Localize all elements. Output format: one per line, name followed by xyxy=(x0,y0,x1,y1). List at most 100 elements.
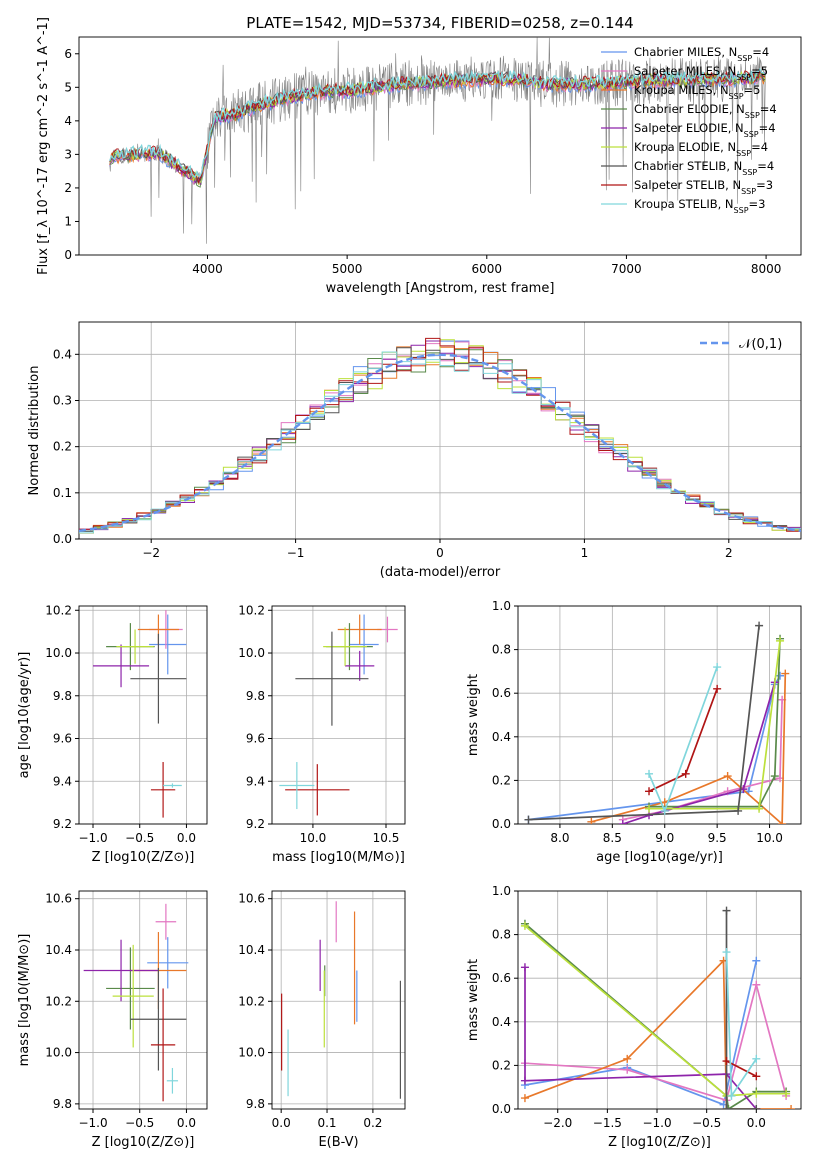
x-tick-label: 7000 xyxy=(611,262,642,276)
y-tick-label: 1.0 xyxy=(492,599,511,613)
y-tick-label: 9.2 xyxy=(53,817,72,831)
x-axis-label: age [log10(age/yr)] xyxy=(596,850,723,865)
x-tick-label: −0.5 xyxy=(692,1116,721,1130)
x-tick-label: 0.0 xyxy=(177,831,196,845)
x-tick-label: −1 xyxy=(287,546,305,560)
y-axis-label: Flux [f_λ 10^-17 erg cm^-2 s^-1 A^-1] xyxy=(36,17,51,275)
legend-label: Chabrier MILES, NSSP=4 xyxy=(634,45,769,63)
weight-point-marker xyxy=(752,956,761,965)
weight-point-marker xyxy=(723,772,732,781)
x-tick-label: −1.5 xyxy=(593,1116,622,1130)
y-tick-label: 0.4 xyxy=(492,730,511,744)
error-bar-point xyxy=(337,614,382,645)
error-bar-point xyxy=(93,644,150,688)
y-tick-label: 9.8 xyxy=(53,689,72,703)
weight-point-marker xyxy=(778,820,787,824)
x-axis-label: wavelength [Angstrom, rest frame] xyxy=(326,281,555,296)
weight-plot-area xyxy=(520,906,796,1109)
y-tick-label: 10.6 xyxy=(238,892,265,906)
y-tick-label: 0.3 xyxy=(53,393,72,407)
weight-point-marker xyxy=(713,684,722,693)
spectrum-plot-area xyxy=(109,37,767,244)
error-bar-point xyxy=(130,633,187,724)
y-tick-label: 10.2 xyxy=(45,603,72,617)
y-tick-label: 0.6 xyxy=(492,971,511,985)
weight-series-line xyxy=(725,910,757,1109)
error-bar-point xyxy=(116,629,154,664)
legend-label: Kroupa STELIB, NSSP=3 xyxy=(634,197,765,215)
y-tick-label: 10.4 xyxy=(45,943,72,957)
axes-frame xyxy=(517,605,802,825)
error-bar-point xyxy=(150,988,176,1102)
weight-series-line xyxy=(726,1060,757,1078)
x-tick-label: 4000 xyxy=(192,262,223,276)
x-tick-label: −2 xyxy=(142,546,160,560)
y-tick-label: 0.0 xyxy=(53,532,72,546)
x-tick-label: 9.0 xyxy=(655,831,674,845)
spectrum-panel: 4000 5000 6000 7000 8000 0 1 2 3 4 5 6 wavelength [A… xyxy=(36,17,802,296)
y-tick-label: 0.4 xyxy=(53,347,72,361)
weight-point-marker xyxy=(520,963,529,972)
y-tick-label: 9.8 xyxy=(246,1097,265,1111)
model-spectrum-line xyxy=(109,74,766,185)
y-tick-label: 10.0 xyxy=(238,1046,265,1060)
weight-point-marker xyxy=(660,806,669,815)
weight-point-marker xyxy=(722,906,731,915)
weight-point-marker xyxy=(752,980,761,989)
axes-frame xyxy=(78,36,802,256)
x-tick-label: −0.5 xyxy=(125,1116,154,1130)
error-bar-point xyxy=(130,967,187,1071)
weight-point-marker xyxy=(724,1105,733,1109)
error-bar-point xyxy=(163,783,182,788)
weight-point-marker xyxy=(755,621,764,630)
x-tick-label: 10.0 xyxy=(756,831,783,845)
y-tick-label: 9.8 xyxy=(246,689,265,703)
weight-point-marker xyxy=(755,804,764,813)
weight-series-line xyxy=(622,682,776,824)
x-tick-label: 1 xyxy=(581,546,589,560)
weight-point-marker xyxy=(752,1089,761,1098)
mass-vs-ebv-panel: 0.0 0.1 0.2 9.8 10.0 10.2 10.4 10.6 E(B-V) xyxy=(238,890,406,1150)
x-tick-label: 0.0 xyxy=(177,1116,196,1130)
weight-point-marker xyxy=(781,669,790,678)
weight-series-line xyxy=(524,960,758,1106)
error-bar-point xyxy=(295,631,369,726)
error-bar-point xyxy=(345,650,375,681)
weight-point-marker xyxy=(770,772,779,781)
weight-point-marker xyxy=(776,671,785,680)
y-tick-label: 4 xyxy=(64,114,72,128)
error-bar-point xyxy=(150,762,176,818)
error-bar-point xyxy=(166,1067,179,1094)
weight-point-marker xyxy=(713,663,722,672)
y-tick-label: 0.8 xyxy=(492,643,511,657)
weight-point-marker xyxy=(520,1076,529,1085)
y-tick-label: 10.0 xyxy=(45,646,72,660)
x-tick-label: 2 xyxy=(725,546,733,560)
error-bar-point xyxy=(323,627,367,666)
legend-label: Salpeter STELIB, NSSP=3 xyxy=(634,178,773,196)
weight-point-marker xyxy=(645,769,654,778)
y-tick-label: 9.4 xyxy=(246,774,265,788)
weight-point-marker xyxy=(618,820,627,824)
x-tick-label: −2.0 xyxy=(543,1116,572,1130)
legend-label: Salpeter MILES, NSSP=5 xyxy=(634,64,768,82)
weight-point-marker xyxy=(623,1054,632,1063)
y-tick-label: 10.0 xyxy=(45,1046,72,1060)
y-tick-label: 0.2 xyxy=(492,1058,511,1072)
y-tick-label: 9.6 xyxy=(53,732,72,746)
y-tick-label: 0.0 xyxy=(492,1102,511,1116)
x-axis-label: mass [log10(M/M⊙)] xyxy=(272,850,405,865)
y-tick-label: 1 xyxy=(64,214,72,228)
y-tick-label: 0.1 xyxy=(53,486,72,500)
y-tick-label: 10.2 xyxy=(238,603,265,617)
y-tick-label: 0.0 xyxy=(492,817,511,831)
axes-frame xyxy=(517,890,802,1110)
weight-series-line xyxy=(524,923,787,1109)
weight-point-marker xyxy=(727,1091,736,1100)
x-tick-label: 0.2 xyxy=(363,1116,382,1130)
y-tick-label: 0 xyxy=(64,248,72,262)
model-spectrum-line xyxy=(109,69,766,185)
axes-frame xyxy=(271,605,406,825)
x-tick-label: −0.5 xyxy=(125,831,154,845)
